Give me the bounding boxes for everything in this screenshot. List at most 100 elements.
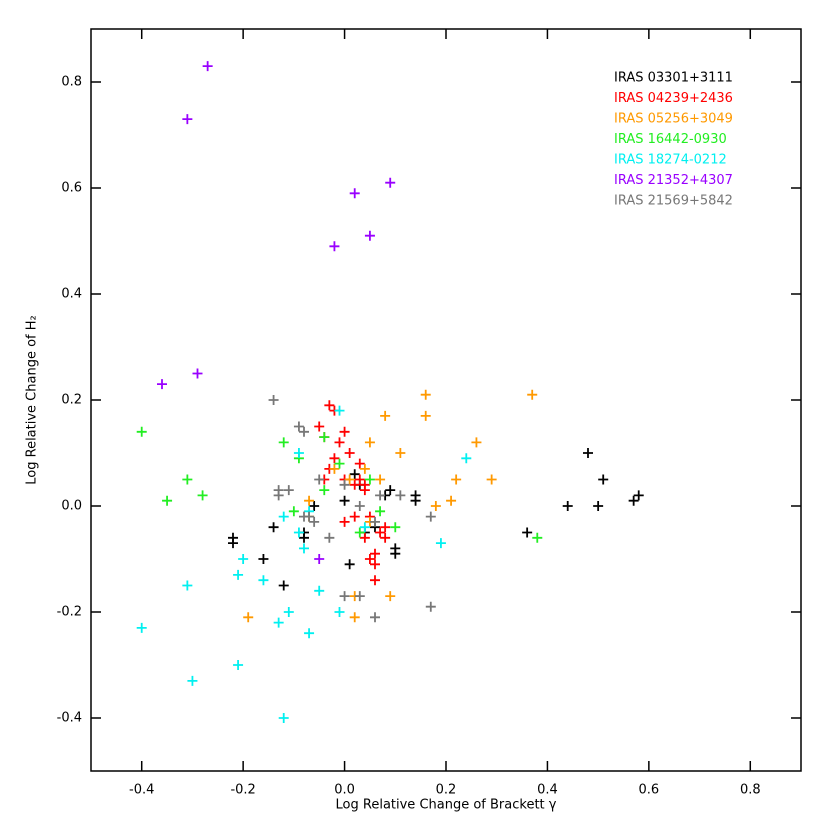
point [370,548,380,559]
y-tick-label: -0.4 [57,711,82,726]
point [278,437,289,448]
point [314,554,325,564]
point [228,532,238,543]
point [385,177,396,188]
point [329,463,340,474]
point [238,554,249,564]
point [370,559,380,570]
point [354,501,365,511]
point [425,511,436,522]
point [334,458,345,469]
point [329,241,340,252]
legend-label: IRAS 16442-0930 [614,132,727,147]
point [486,474,497,485]
point [288,506,299,517]
point [390,543,401,554]
point [299,532,309,543]
point [293,448,304,458]
point [309,501,320,511]
point [380,410,391,421]
point [593,501,604,511]
point [314,474,325,485]
point [583,448,593,458]
point [375,527,386,538]
point [633,490,644,501]
point [364,230,375,241]
point [430,501,441,511]
point [522,527,533,538]
point [283,485,294,496]
point [314,585,325,596]
point [364,554,375,564]
point [192,368,203,379]
point [319,432,330,443]
point [339,516,350,527]
legend-label: IRAS 21352+4307 [614,173,733,188]
point [299,426,309,437]
point [370,612,380,623]
point [349,469,360,480]
point [375,490,386,501]
x-tick-label: 0.8 [740,783,761,798]
point [157,379,167,390]
point [243,612,254,623]
x-tick-label: 0.6 [639,783,660,798]
point [334,405,345,416]
point [293,527,304,538]
x-tick-label: -0.2 [230,783,255,798]
y-tick-label: 0.2 [61,393,82,408]
point [375,474,386,485]
point [385,591,396,602]
point [532,532,543,543]
point [278,511,289,522]
point [370,575,380,586]
point [334,437,345,448]
point [339,495,350,506]
legend-label: IRAS 04239+2436 [614,91,733,106]
point [425,601,436,612]
x-tick-label: -0.4 [129,783,154,798]
point [349,188,360,199]
point [349,511,360,522]
point [359,532,370,543]
point [136,426,147,437]
point [354,474,365,485]
point [334,607,345,617]
point [359,485,370,496]
point [283,607,294,617]
point [304,495,315,506]
point [233,569,244,580]
y-tick-label: 0.0 [61,499,82,514]
point [385,485,396,496]
point [299,543,309,554]
point [258,575,269,586]
point [324,532,335,543]
point [451,474,462,485]
point [182,114,193,125]
point [278,580,289,591]
point [344,559,355,570]
y-tick-label: 0.4 [61,287,82,302]
point [329,453,340,464]
x-tick-label: 0.4 [537,783,558,798]
point [339,426,350,437]
point [258,554,269,564]
point [354,591,365,602]
x-tick-label: 0.0 [334,783,355,798]
point [197,490,208,501]
point [278,713,289,723]
point [349,479,360,490]
point [364,474,375,485]
point [598,474,609,485]
point [471,437,482,448]
y-axis-label: Log Relative Change of H₂ [25,315,40,484]
point [182,474,193,485]
point [319,485,330,496]
point [359,463,370,474]
point [370,516,380,527]
point [390,522,401,533]
x-tick-label: 0.2 [436,783,457,798]
point [527,389,538,400]
legend-label: IRAS 05256+3049 [614,112,733,127]
point [273,617,284,628]
